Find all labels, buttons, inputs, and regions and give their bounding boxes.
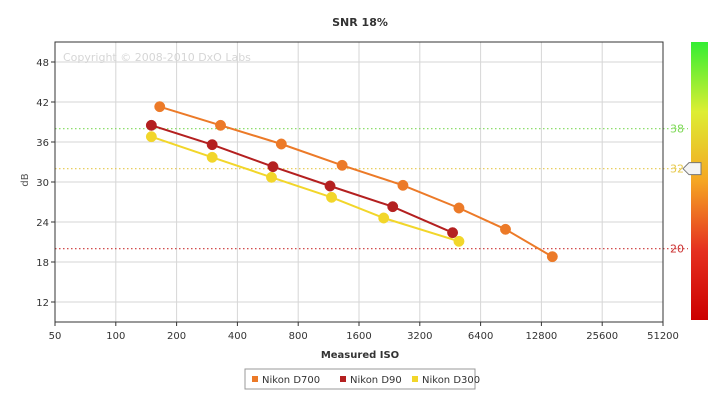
color-scale-bar [691,42,708,320]
y-tick-label: 18 [36,258,49,269]
legend-item[interactable]: Nikon D700 [252,375,320,386]
y-tick-label: 30 [36,178,49,189]
data-point[interactable] [546,251,558,263]
data-point[interactable] [387,201,399,213]
reference-label-20: 20 [670,243,684,256]
series-nikon-d90 [145,119,459,239]
x-tick-label: 50 [49,331,62,342]
reference-label-38: 38 [670,123,684,136]
y-tick-label: 24 [36,218,49,229]
legend-label: Nikon D300 [422,375,480,386]
scale-marker-handle[interactable] [682,162,702,176]
reference-label-32: 32 [670,163,684,176]
data-point[interactable] [145,131,157,143]
y-axis-label: dB [20,173,31,186]
y-tick-label: 12 [36,298,49,309]
series-layer [145,101,558,263]
series-line [159,105,553,258]
data-point[interactable] [145,119,157,131]
x-axis-label: Measured ISO [321,350,399,361]
x-tick-label: 6400 [468,331,493,342]
data-point[interactable] [447,227,459,239]
data-point[interactable] [336,159,348,171]
series-line [151,124,453,234]
data-point[interactable] [324,180,336,192]
y-tick-label: 42 [36,98,49,109]
grid [54,42,664,322]
data-point[interactable] [154,101,166,113]
legend-label: Nikon D90 [350,375,402,386]
data-point[interactable] [326,191,337,203]
series-nikon-d700 [154,101,558,263]
data-point[interactable] [206,139,218,151]
legend-swatch [252,376,258,382]
data-point[interactable] [500,223,511,235]
data-point[interactable] [267,161,279,173]
data-point[interactable] [453,202,465,214]
data-point[interactable] [266,171,277,183]
legend-item[interactable]: Nikon D300 [412,375,480,386]
data-point[interactable] [453,235,465,247]
x-tick-label: 12800 [525,331,557,342]
x-axis-ticks: 50 100 200 400 800 1600 3200 6400 12800 25600 5120… [49,322,679,342]
data-point[interactable] [397,179,409,191]
x-tick-label: 51200 [647,331,679,342]
x-tick-label: 200 [167,331,186,342]
series-nikon-d300 [145,131,465,247]
data-point[interactable] [215,119,226,131]
x-tick-label: 800 [289,331,308,342]
copyright-text: Copyright © 2008-2010 DxO Labs [63,51,251,64]
y-axis-ticks: 12 18 24 30 36 42 48 [36,58,55,309]
legend-swatch [340,376,346,382]
x-tick-label: 400 [228,331,247,342]
data-point[interactable] [378,212,390,224]
x-tick-label: 1600 [346,331,371,342]
legend: Nikon D700 Nikon D90 Nikon D300 [244,368,480,390]
x-tick-label: 100 [106,331,125,342]
legend-label: Nikon D700 [262,375,320,386]
legend-item[interactable]: Nikon D90 [340,375,402,386]
data-point[interactable] [275,138,287,150]
y-tick-label: 48 [36,58,49,69]
reference-lines [55,128,688,250]
y-tick-label: 36 [36,138,49,149]
legend-swatch [412,376,418,382]
legend-box [244,368,476,390]
x-tick-label: 3200 [407,331,432,342]
x-tick-label: 25600 [586,331,618,342]
data-point[interactable] [206,151,218,163]
reference-labels: 38 32 20 [670,123,684,256]
chart-title: SNR 18% [332,16,388,29]
series-line [151,135,460,243]
